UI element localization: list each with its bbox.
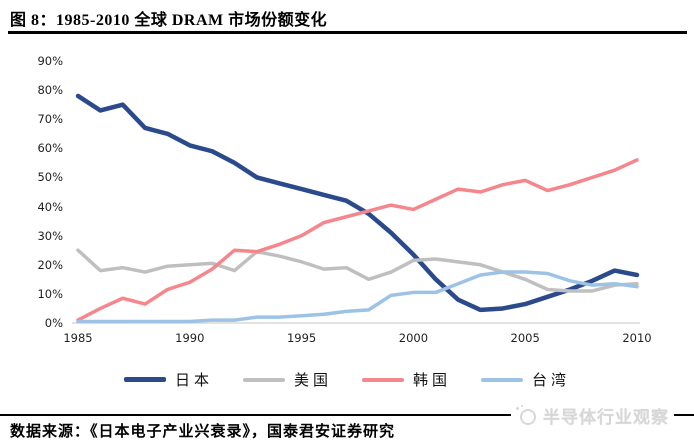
y-axis-tick-label: 40% xyxy=(37,199,63,214)
series-line-usa xyxy=(76,248,639,293)
y-axis-tick-label: 10% xyxy=(37,286,63,301)
y-axis-tick-label: 50% xyxy=(37,170,63,185)
watermark-label: 半导体行业观察 xyxy=(543,407,669,427)
legend-item-japan: 日本 xyxy=(123,369,213,390)
x-axis-tick-label: 2010 xyxy=(622,331,652,345)
x-axis-tick-label: 1990 xyxy=(175,331,205,345)
y-axis-tick-label: 0% xyxy=(44,316,63,330)
legend-item-korea: 韩国 xyxy=(362,369,451,390)
x-axis-tick-label: 1995 xyxy=(286,331,317,345)
x-axis-tick-label: 2005 xyxy=(510,331,540,345)
series-line-japan xyxy=(75,93,640,313)
y-axis-tick-label: 80% xyxy=(37,83,63,98)
legend-swatch-japan xyxy=(123,377,166,382)
series-line-taiwan xyxy=(76,270,639,324)
y-axis-tick-label: 90% xyxy=(37,54,63,68)
legend-label-usa: 美国 xyxy=(293,373,332,389)
moon-logo-icon xyxy=(516,405,536,425)
legend-item-taiwan: 台湾 xyxy=(481,369,570,390)
series-line-korea xyxy=(76,158,639,322)
y-axis-tick-label: 70% xyxy=(37,112,63,127)
x-axis-tick-label: 1985 xyxy=(63,331,93,345)
legend-label-taiwan: 台湾 xyxy=(532,373,571,389)
y-axis-tick-label: 60% xyxy=(37,141,63,156)
y-axis-tick-label: 20% xyxy=(37,257,63,272)
figure-title: 图 8：1985-2010 全球 DRAM 市场份额变化 xyxy=(10,12,328,29)
legend-label-japan: 日本 xyxy=(174,373,213,389)
legend-swatch-korea xyxy=(362,377,404,382)
title-divider xyxy=(8,31,687,34)
x-axis-tick-label: 2000 xyxy=(398,331,429,345)
legend-swatch-usa xyxy=(242,377,285,382)
chart-legend: 日本 美国 韩国 台湾 xyxy=(0,369,694,390)
watermark: 半导体行业观察 xyxy=(511,402,674,428)
y-axis-tick-label: 30% xyxy=(37,228,63,243)
footer-divider xyxy=(0,414,694,416)
source-note: 数据来源：《日本电子产业兴衰录》，国泰君安证券研究 xyxy=(10,424,396,440)
legend-swatch-taiwan xyxy=(481,377,524,382)
legend-label-korea: 韩国 xyxy=(413,373,452,389)
legend-item-usa: 美国 xyxy=(242,369,332,390)
